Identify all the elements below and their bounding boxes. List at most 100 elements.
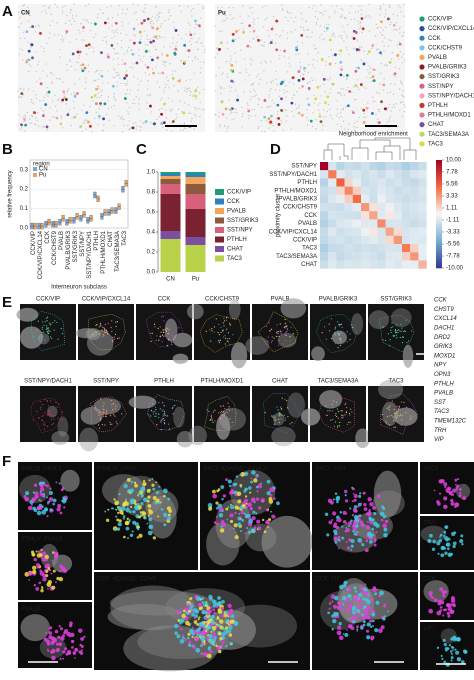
heatmap-cell [402,260,411,269]
transcript-dot [229,490,234,495]
transcript-dot [171,343,173,346]
background-cell [36,111,39,114]
bar-segment [185,177,206,184]
transcript-dot [219,429,221,431]
background-cell [59,56,61,58]
transcript-dot [58,403,60,405]
transcript-dot [255,475,259,478]
background-cell [233,118,235,120]
transcript-dot [327,410,329,412]
background-cell [292,82,295,85]
background-cell [87,3,90,5]
transcript-dot [59,657,62,660]
background-cell [312,59,315,61]
transcript-dot [360,626,364,630]
legend-label: SST/NPY/DACH1 [428,93,474,99]
transcript-dot [188,644,192,647]
background-cell [22,5,24,7]
background-cell [95,70,98,72]
transcript-dot [410,330,413,332]
transcript-dot [48,410,50,413]
background-cell [274,70,277,73]
transcript-dot [329,410,331,412]
transcript-dot [213,326,216,328]
transcript-dot [46,515,49,518]
background-cell [382,89,385,91]
bar-segment [185,184,206,194]
transcript-dot [224,408,226,410]
transcript-dot [176,634,181,639]
transcript-dot [171,339,173,341]
transcript-dot [136,525,140,529]
transcript-dot [223,317,225,319]
background-cell [112,58,115,61]
transcript-dot [364,609,369,615]
background-cell [304,70,306,73]
heatmap-cell [344,219,353,228]
transcript-dot [439,606,443,609]
background-cell [305,116,308,119]
background-cell [251,109,254,111]
background-cell [365,87,367,89]
background-cell [30,46,32,48]
background-cell [340,94,343,96]
legend-swatch [33,167,37,171]
transcript-dot [395,413,397,415]
transcript-dot [337,601,341,605]
background-cell [60,38,62,41]
transcript-dot [184,638,187,642]
transcript-dot [366,520,369,523]
heatmap-cell [344,211,353,220]
transcript-dot [48,631,53,635]
background-cell [69,60,71,63]
transcript-dot [436,541,441,546]
cell-dot [301,85,305,88]
cell-dot [41,114,45,118]
transcript-dot [152,487,156,491]
background-cell [94,71,96,73]
background-cell [125,34,128,36]
background-cell [218,111,221,113]
colorbar-step [436,222,442,225]
background-cell [111,17,114,19]
transcript-dot [46,325,48,327]
background-cell [346,78,348,81]
transcript-dot [255,497,260,501]
cell-dot [290,101,294,105]
transcript-dot [159,326,161,328]
transcript-dot [35,329,38,331]
y-tick-label: 0.0 [20,226,29,232]
panel-label: D [270,141,281,158]
cell-dot [252,29,256,33]
transcript-dot [286,331,288,333]
gene-label: CCK [434,298,448,304]
transcript-dot [278,411,280,414]
background-cell [360,13,363,16]
transcript-dot [340,340,342,342]
background-cell [347,128,350,131]
transcript-dot [161,418,163,420]
transcript-dot [284,327,286,329]
transcript-dot [106,331,108,333]
heatmap-cell [328,186,337,195]
transcript-dot [47,414,49,416]
transcript-dot [142,511,147,516]
transcript-dot [356,505,360,508]
background-cell [219,125,221,128]
background-cell [42,47,45,49]
transcript-dot [284,417,287,419]
transcript-dot [328,520,333,525]
background-cell [158,86,161,89]
background-cell [270,88,272,90]
transcript-dot [44,483,47,487]
background-cell [370,47,373,50]
transcript-dot [195,647,201,653]
transcript-dot [49,626,53,630]
transcript-dot [349,414,351,416]
cell-dot [161,71,165,75]
background-cell [39,77,41,80]
colorbar-step [436,200,442,203]
transcript-dot [193,616,196,619]
transcript-dot [100,398,102,400]
background-cell [155,5,158,8]
